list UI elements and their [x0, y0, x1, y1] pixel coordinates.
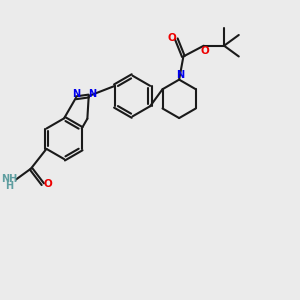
Text: O: O	[44, 179, 52, 189]
Text: O: O	[201, 46, 209, 56]
Text: NH: NH	[1, 173, 17, 184]
Text: N: N	[176, 70, 184, 80]
Text: H: H	[5, 181, 13, 191]
Text: N: N	[72, 88, 80, 99]
Text: O: O	[167, 32, 176, 43]
Text: N: N	[88, 89, 96, 99]
